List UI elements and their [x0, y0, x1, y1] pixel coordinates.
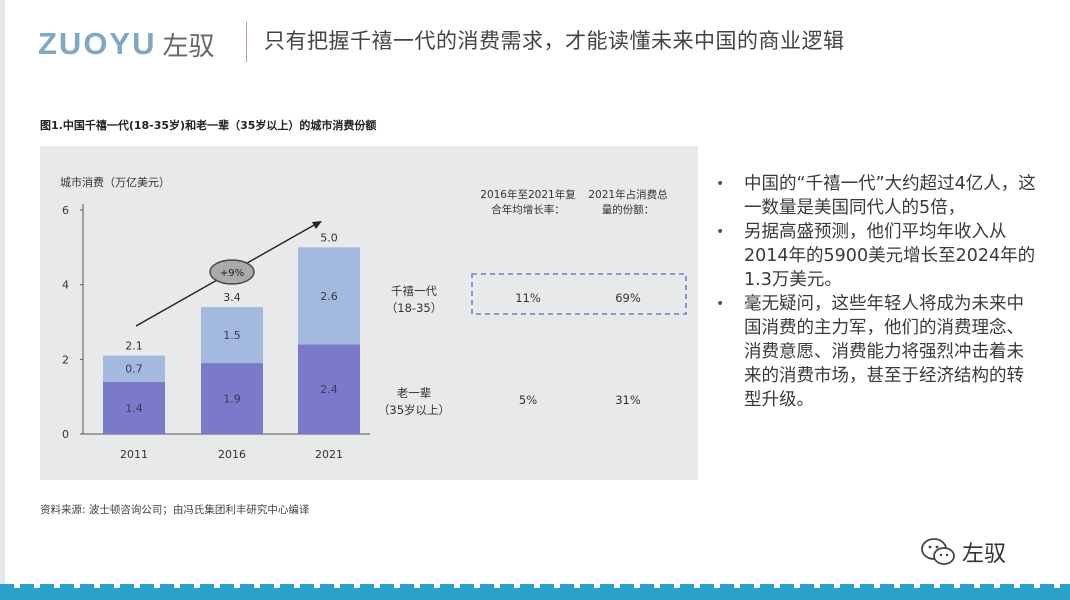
bullet-dot-icon: • [716, 224, 725, 240]
segment-value-label: 0.7 [125, 363, 143, 376]
bar-segment-millennial [201, 307, 263, 364]
bar-segment-millennial [103, 355, 165, 382]
bar-segment-older [201, 363, 263, 434]
bullet-item: • 毫无疑问，这些年轻人将成为未来中国消费的主力军，他们的消费理念、消费意愿、消… [710, 292, 1040, 412]
bullet-item: • 另据高盛预测，他们平均年收入从2014年的5900美元增长至2024年的1.… [710, 220, 1040, 292]
growth-rate-value: 5% [519, 393, 537, 407]
x-tick-label: 2016 [218, 448, 246, 461]
bullet-text: 毫无疑问，这些年轻人将成为未来中国消费的主力军，他们的消费理念、消费意愿、消费能… [744, 294, 1024, 410]
share-value: 31% [615, 393, 641, 407]
footer-bar [0, 588, 1070, 600]
left-edge-shade [0, 0, 5, 600]
bullet-text: 中国的“千禧一代”大约超过4亿人，这一数量是美国同代人的5倍， [744, 174, 1036, 218]
table-header-label: 量的份额： [602, 203, 655, 216]
x-tick-label: 2021 [315, 448, 343, 461]
figure-source: 资料来源: 波士顿咨询公司；由冯氏集团利丰研究中心编译 [40, 504, 310, 516]
bullet-dot-icon: • [716, 296, 725, 312]
figure-title: 图1.中国千禧一代(18-35岁)和老一辈（35岁以上）的城市消费份额 [40, 119, 377, 132]
bar-segment-older [103, 381, 165, 434]
segment-value-label: 2.6 [320, 290, 338, 303]
row-label: （35岁以上） [378, 403, 450, 417]
segment-value-label: 1.5 [223, 329, 241, 342]
segment-value-label: 1.4 [125, 402, 143, 415]
table-header-label: 2016年至2021年复 [480, 188, 576, 201]
table-header-label: 合年均增长率： [491, 203, 565, 216]
growth-rate-value: 11% [515, 291, 541, 305]
highlight-box [471, 273, 687, 315]
bullet-text: 另据高盛预测，他们平均年收入从2014年的5900美元增长至2024年的1.3万… [744, 222, 1036, 290]
footer-stripes [0, 584, 1070, 588]
row-label: （18-35） [386, 301, 442, 315]
bullet-item: • 中国的“千禧一代”大约超过4亿人，这一数量是美国同代人的5倍， [710, 172, 1040, 220]
row-label: 千禧一代 [391, 284, 437, 298]
y-tick-label: 6 [62, 204, 69, 217]
header: ZUOYU 左驭 只有把握千禧一代的消费需求，才能读懂未来中国的商业逻辑 [0, 0, 1070, 80]
header-divider [246, 22, 247, 62]
wechat-icon [921, 538, 955, 565]
growth-badge-label: +9% [220, 268, 244, 279]
stacked-bar-chart: 城市消费（万亿美元） 0 2 4 6 1.4 0.7 2.1 2011 1.9 1.5 3.4 2016… [60, 175, 687, 461]
chart-panel: 城市消费（万亿美元） 0 2 4 6 1.4 0.7 2.1 2011 1.9 1.5 3.4 2016… [40, 146, 698, 480]
bullet-list: • 中国的“千禧一代”大约超过4亿人，这一数量是美国同代人的5倍， • 另据高盛… [710, 172, 1040, 412]
bar-segment-millennial [298, 247, 360, 345]
total-value-label: 3.4 [223, 291, 241, 304]
logo-text-en: ZUOYU [38, 26, 157, 61]
segment-value-label: 2.4 [320, 383, 338, 396]
table-header-label: 2021年占消费总 [588, 188, 668, 201]
share-value: 69% [615, 291, 641, 305]
wechat-account-name: 左驭 [962, 542, 1007, 567]
segment-value-label: 1.9 [223, 393, 241, 406]
bullet-dot-icon: • [716, 176, 725, 192]
wechat-watermark: 左驭 [920, 536, 1006, 568]
trend-arrowhead-icon [312, 221, 322, 229]
x-tick-label: 2011 [120, 448, 148, 461]
y-tick-label: 4 [62, 279, 69, 292]
total-value-label: 2.1 [125, 340, 143, 353]
y-axis-label: 城市消费（万亿美元） [60, 175, 170, 189]
logo-text-cn: 左驭 [162, 31, 215, 62]
y-tick-label: 2 [62, 353, 69, 366]
logo: ZUOYU 左驭 [38, 24, 215, 64]
row-label: 老一辈 [397, 386, 432, 400]
y-tick-label: 0 [62, 428, 69, 441]
total-value-label: 5.0 [320, 231, 338, 244]
growth-badge [209, 259, 255, 285]
bar-segment-older [298, 344, 360, 434]
page-title: 只有把握千禧一代的消费需求，才能读懂未来中国的商业逻辑 [264, 29, 845, 53]
